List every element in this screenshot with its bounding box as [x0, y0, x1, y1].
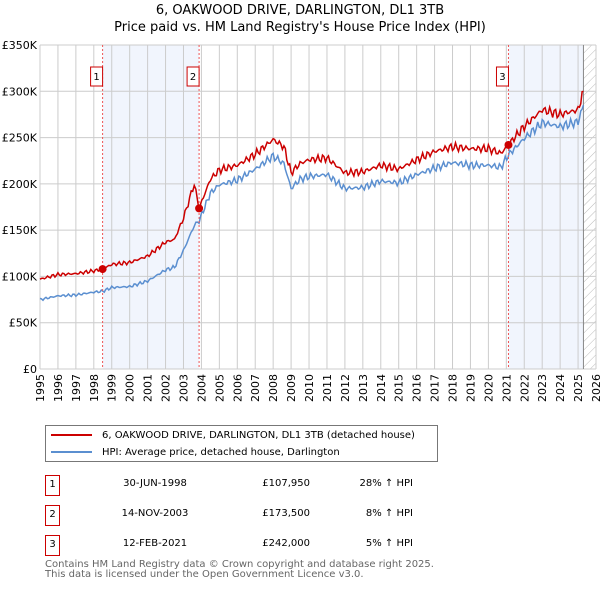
footer-licence: This data is licensed under the Open Gov… [45, 569, 364, 580]
y-tick-label: £250K [2, 132, 38, 145]
y-tick-label: £50K [9, 317, 38, 330]
sale-point [195, 204, 204, 213]
sale-row: 2 14-NOV-2003 £173,500 8% ↑ HPI [45, 505, 465, 526]
x-tick-label: 2008 [267, 374, 280, 402]
sale-label-box [186, 66, 200, 87]
property-price-line [39, 90, 584, 280]
shaded-period [102, 45, 200, 369]
y-tick-label: £150K [2, 224, 38, 237]
x-tick-label: 2017 [429, 374, 442, 402]
sale-price: £173,500 [262, 508, 310, 519]
sale-row: 1 30-JUN-1998 £107,950 28% ↑ HPI [45, 475, 465, 496]
x-tick-label: 2006 [231, 374, 244, 402]
x-tick-label: 2005 [213, 374, 226, 402]
legend-label: HPI: Average price, detached house, Darl… [102, 446, 340, 458]
x-tick-label: 2020 [482, 374, 495, 402]
legend-swatch-red [51, 434, 92, 436]
chart-subtitle: Price paid vs. HM Land Registry's House … [114, 20, 486, 35]
x-tick-label: 2009 [285, 374, 298, 402]
y-tick-label: £100K [2, 270, 38, 283]
x-tick-label: 1996 [52, 374, 65, 402]
x-tick-label: 2019 [464, 374, 477, 402]
footer-copyright: Contains HM Land Registry data © Crown c… [45, 559, 434, 570]
y-tick-label: £200K [2, 178, 38, 191]
x-tick-label: 2011 [321, 374, 334, 402]
x-tick-label: 2002 [160, 374, 173, 402]
sale-hpi: 5% ↑ HPI [365, 538, 413, 549]
sale-marker: 3 [45, 535, 60, 556]
price-chart: 1995 1996 1997 1998 1999 2000 2001 2002 2003 2004… [2, 39, 600, 402]
y-tick-label: £0 [23, 363, 37, 376]
x-tick-label: 2025 [572, 374, 585, 402]
x-tick-label: 2003 [177, 374, 190, 402]
sale-label: 1 [93, 72, 99, 83]
x-tick-label: 2013 [357, 374, 370, 402]
x-tick-label: 2000 [124, 374, 137, 402]
legend: 6, OAKWOOD DRIVE, DARLINGTON, DL1 3TB (d… [45, 425, 438, 462]
shaded-period [508, 45, 584, 369]
forecast-hatch [583, 45, 596, 369]
sale-label: 2 [190, 72, 196, 83]
x-tick-label: 2014 [375, 374, 388, 402]
legend-swatch-blue [51, 451, 92, 453]
sale-label-box [90, 66, 104, 87]
x-tick-label: 2004 [195, 374, 208, 402]
x-tick-label: 1999 [106, 374, 119, 402]
x-tick-label: 2010 [303, 374, 316, 402]
sale-hpi: 28% ↑ HPI [359, 478, 413, 489]
sale-marker: 1 [45, 475, 60, 496]
sale-hpi: 8% ↑ HPI [365, 508, 413, 519]
x-tick-label: 2018 [447, 374, 460, 402]
sale-price: £242,000 [262, 538, 310, 549]
sale-marker: 2 [45, 505, 60, 526]
sale-date: 30-JUN-1998 [123, 478, 187, 489]
x-tick-label: 2023 [536, 374, 549, 402]
sale-point [98, 265, 107, 274]
x-tick-label: 2026 [590, 374, 600, 402]
x-tick-label: 2024 [554, 374, 567, 402]
x-tick-label: 2007 [249, 374, 262, 402]
sale-price: £107,950 [262, 478, 310, 489]
x-tick-label: 2022 [518, 374, 531, 402]
sale-point [504, 140, 513, 149]
x-tick-label: 2012 [339, 374, 352, 402]
sale-date: 14-NOV-2003 [121, 508, 189, 519]
sale-label-box [495, 66, 509, 87]
sale-date: 12-FEB-2021 [122, 538, 188, 549]
x-tick-label: 1998 [88, 374, 101, 402]
legend-item-hpi: HPI: Average price, detached house, Darl… [51, 444, 340, 460]
y-tick-label: £300K [2, 85, 38, 98]
x-tick-label: 2015 [393, 374, 406, 402]
x-tick-label: 2021 [500, 374, 513, 402]
x-tick-label: 2016 [411, 374, 424, 402]
legend-label: 6, OAKWOOD DRIVE, DARLINGTON, DL1 3TB (d… [102, 429, 415, 441]
legend-item-property: 6, OAKWOOD DRIVE, DARLINGTON, DL1 3TB (d… [51, 427, 415, 443]
y-tick-label: £350K [2, 39, 38, 52]
x-tick-label: 2001 [142, 374, 155, 402]
sale-row: 3 12-FEB-2021 £242,000 5% ↑ HPI [45, 535, 465, 556]
x-tick-label: 1995 [34, 374, 47, 402]
sale-label: 3 [499, 72, 505, 83]
chart-title: 6, OAKWOOD DRIVE, DARLINGTON, DL1 3TB [155, 3, 445, 18]
hpi-line [39, 104, 585, 302]
x-tick-label: 1997 [70, 374, 83, 402]
footer: Contains HM Land Registry data © Crown c… [45, 560, 434, 580]
